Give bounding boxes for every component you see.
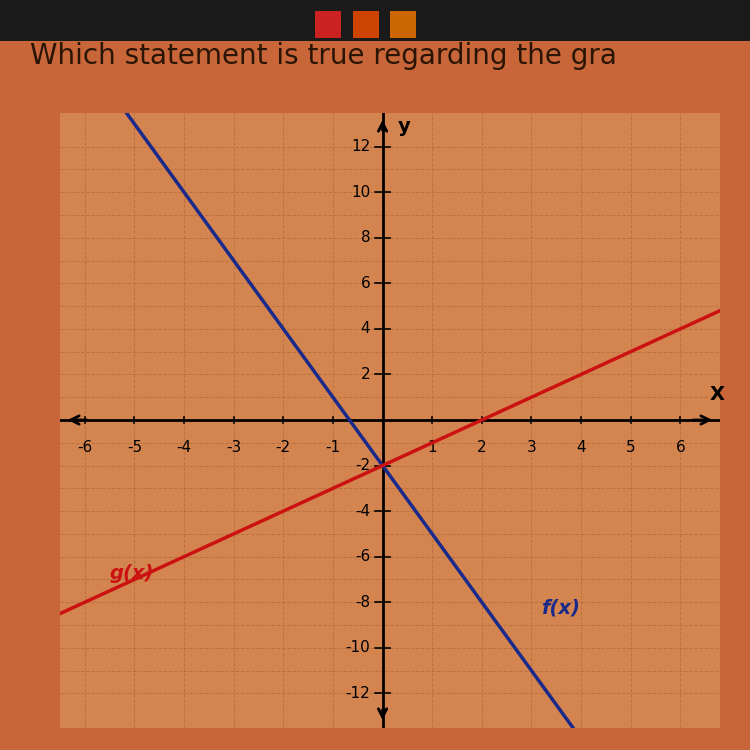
Text: 6: 6: [361, 276, 370, 291]
Text: y: y: [398, 117, 410, 136]
Text: 8: 8: [361, 230, 370, 245]
Text: -6: -6: [77, 440, 92, 455]
Text: -10: -10: [346, 640, 370, 656]
Text: -1: -1: [326, 440, 340, 455]
Text: f(x): f(x): [542, 598, 580, 617]
Text: 10: 10: [351, 184, 370, 200]
Text: X: X: [710, 385, 725, 404]
Text: -4: -4: [176, 440, 191, 455]
Text: 3: 3: [526, 440, 536, 455]
Text: -3: -3: [226, 440, 242, 455]
Text: -12: -12: [346, 686, 370, 700]
Text: 4: 4: [576, 440, 586, 455]
Text: g(x): g(x): [110, 565, 154, 584]
Text: -2: -2: [276, 440, 291, 455]
Text: -6: -6: [355, 549, 370, 564]
Text: 5: 5: [626, 440, 635, 455]
Text: -8: -8: [355, 595, 370, 610]
Text: -2: -2: [355, 458, 370, 473]
Text: -4: -4: [355, 503, 370, 518]
Text: -5: -5: [127, 440, 142, 455]
Text: 4: 4: [361, 322, 370, 337]
Text: 12: 12: [351, 140, 370, 154]
Text: 1: 1: [427, 440, 437, 455]
Text: 2: 2: [477, 440, 487, 455]
Text: 6: 6: [676, 440, 686, 455]
Text: 2: 2: [361, 367, 370, 382]
Text: Which statement is true regarding the gra: Which statement is true regarding the gr…: [30, 42, 616, 70]
